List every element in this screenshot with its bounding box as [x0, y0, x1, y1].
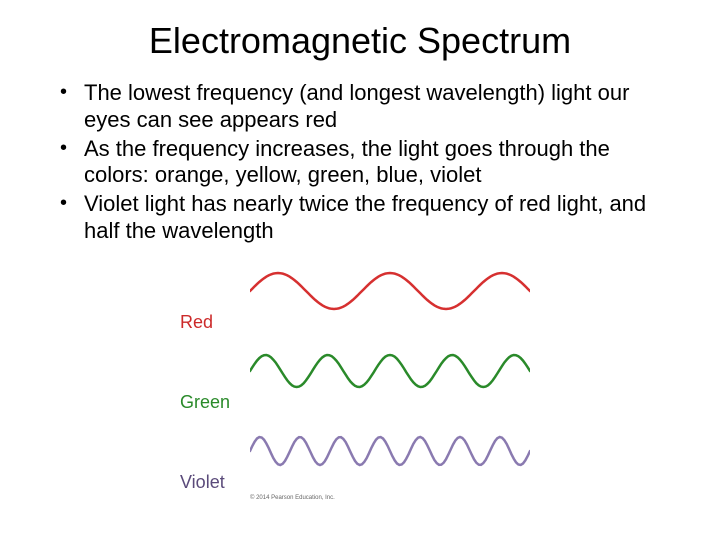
wave-label-red: Red: [180, 312, 213, 333]
wave-red: [250, 261, 530, 321]
bullet-list: The lowest frequency (and longest wavele…: [40, 80, 680, 245]
slide: Electromagnetic Spectrum The lowest freq…: [0, 0, 720, 531]
wave-diagram: Red Green Violet © 2014 Pearson Educatio…: [160, 251, 560, 511]
bullet-item: The lowest frequency (and longest wavele…: [60, 80, 680, 134]
wave-row-red: Red: [160, 251, 560, 331]
wave-label-violet: Violet: [180, 472, 225, 493]
page-title: Electromagnetic Spectrum: [40, 20, 680, 62]
wave-row-violet: Violet © 2014 Pearson Education, Inc.: [160, 411, 560, 491]
wave-label-green: Green: [180, 392, 230, 413]
copyright-text: © 2014 Pearson Education, Inc.: [250, 495, 335, 501]
bullet-item: Violet light has nearly twice the freque…: [60, 191, 680, 245]
wave-violet: [250, 421, 530, 481]
wave-row-green: Green: [160, 331, 560, 411]
wave-green: [250, 341, 530, 401]
bullet-item: As the frequency increases, the light go…: [60, 136, 680, 190]
